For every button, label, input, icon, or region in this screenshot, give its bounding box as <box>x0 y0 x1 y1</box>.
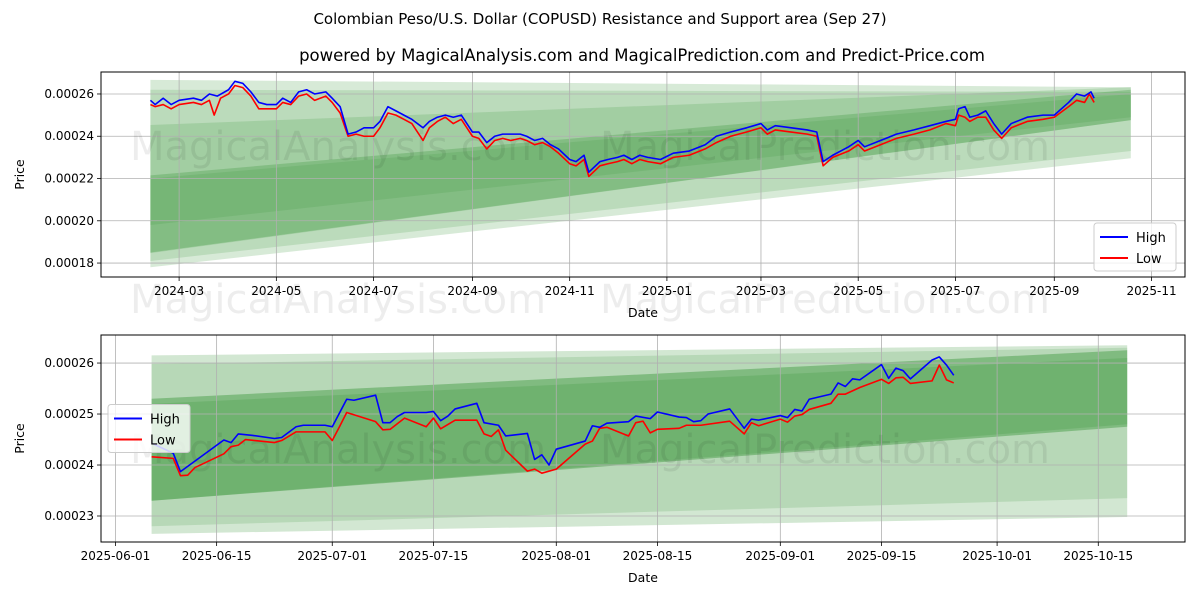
x-tick-label: 2025-10-01 <box>962 549 1032 563</box>
legend-label-low: Low <box>150 434 176 449</box>
x-tick-label: 2024-05 <box>251 284 301 298</box>
watermark: MagicalPrediction.com <box>600 427 1050 473</box>
x-tick-label: 2025-01 <box>642 284 692 298</box>
x-tick-label: 2025-06-15 <box>182 549 252 563</box>
plot-frame <box>100 71 1186 278</box>
x-tick-label: 2024-03 <box>154 284 204 298</box>
support-resistance-band <box>150 89 1131 261</box>
x-tick-label: 2025-09 <box>1029 284 1079 298</box>
watermark: MagicalPrediction.com <box>600 277 1050 323</box>
series-line-high <box>151 356 955 473</box>
chart-title: Colombian Peso/U.S. Dollar (COPUSD) Resi… <box>313 10 887 28</box>
x-tick-label: 2024-07 <box>349 284 399 298</box>
x-tick-label: 2025-03 <box>736 284 786 298</box>
x-tick-label: 2024-09 <box>447 284 497 298</box>
legend: High Low <box>107 404 191 453</box>
y-tick-label: 0.00024 <box>44 458 94 472</box>
watermark: MagicalPrediction.com <box>600 124 1050 170</box>
series-line-low <box>150 84 1095 178</box>
y-tick-label: 0.00026 <box>44 356 94 370</box>
chart-2: 2025-06-01 2025-06-15 2025-07-01 2025-07-15… <box>12 334 1186 585</box>
legend-label-low: Low <box>1136 252 1162 267</box>
x-tick-label: 2025-09-15 <box>847 549 917 563</box>
watermark: MagicalAnalysis.com <box>130 124 546 170</box>
x-tick-label: 2025-05 <box>833 284 883 298</box>
chart-subtitle: powered by MagicalAnalysis.com and Magic… <box>299 46 985 65</box>
x-axis-label: Date <box>628 305 658 320</box>
legend-label-high: High <box>1136 231 1166 246</box>
support-resistance-band <box>150 87 1131 254</box>
x-tick-label: 2025-11 <box>1126 284 1176 298</box>
x-tick-label: 2025-07-15 <box>399 549 469 563</box>
x-tick-label: 2025-10-15 <box>1063 549 1133 563</box>
legend: High Low <box>1093 222 1177 272</box>
y-axis-label: Price <box>12 423 27 454</box>
x-tick-label: 2025-08-01 <box>521 549 591 563</box>
y-tick-label: 0.00024 <box>44 129 94 143</box>
plot-frame <box>100 334 1186 543</box>
x-tick-label: 2025-07-01 <box>297 549 367 563</box>
legend-label-high: High <box>150 413 180 428</box>
x-axis-label: Date <box>628 570 658 585</box>
chart-1: 2024-03 2024-05 2024-07 2024-09 2024-11 2025-… <box>12 71 1186 323</box>
series-line-low <box>151 364 955 477</box>
y-tick-label: 0.00023 <box>44 509 94 523</box>
y-tick-label: 0.00026 <box>44 87 94 101</box>
x-tick-label: 2025-06-01 <box>81 549 151 563</box>
watermark: MagicalAnalysis.com <box>130 277 546 323</box>
support-resistance-band <box>150 89 1131 253</box>
series-line-high <box>149 80 1095 173</box>
support-resistance-band <box>151 350 1128 501</box>
y-tick-label: 0.00022 <box>44 172 94 186</box>
x-tick-label: 2025-08-15 <box>623 549 693 563</box>
y-tick-label: 0.00025 <box>44 407 94 421</box>
y-tick-label: 0.00020 <box>44 214 94 228</box>
y-axis-label: Price <box>12 159 27 190</box>
x-tick-label: 2025-07 <box>930 284 980 298</box>
x-tick-label: 2024-11 <box>545 284 595 298</box>
y-tick-label: 0.00018 <box>44 256 94 270</box>
x-tick-label: 2025-09-01 <box>745 549 815 563</box>
